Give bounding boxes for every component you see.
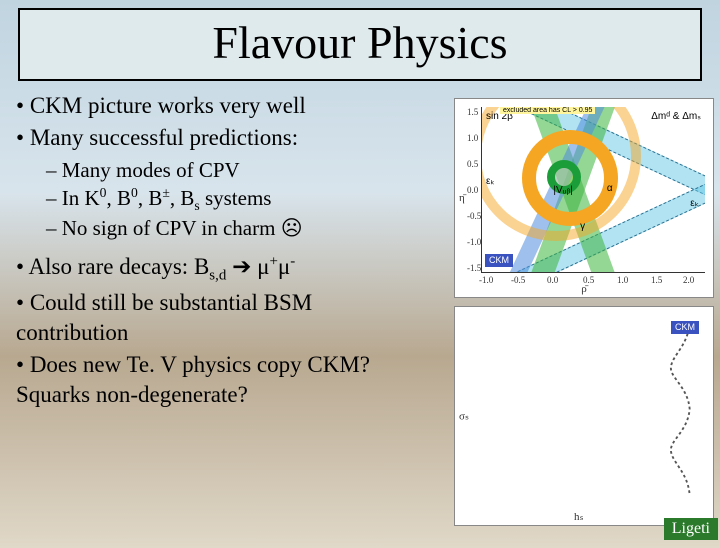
hs-sigma-contour-plot: CKM hₛ σₛ — [454, 306, 714, 526]
sub-2: In K0, B0, B±, Bs systems — [46, 184, 414, 215]
fig1-xlabel: ρ̄ — [581, 283, 587, 295]
fig1-ylabel: η̄ — [459, 192, 465, 204]
page-title: Flavour Physics — [20, 16, 700, 69]
side-likelihood-curve — [643, 323, 699, 495]
fig1-label-alpha: α — [607, 183, 613, 194]
title-box: Flavour Physics — [18, 8, 702, 81]
bullet-5: Does new Te. V physics copy CKM? Squarks… — [16, 350, 414, 410]
fig1-plot-area: sin 2β Δmᵈ & Δmₛ εₖ εₖ |Vᵤᵦ| α γ exclude… — [481, 107, 705, 273]
bullet-1: CKM picture works very well — [16, 91, 414, 121]
bullet-list: CKM picture works very well Many success… — [16, 91, 414, 153]
sub-3: No sign of CPV in charm ☹ — [46, 215, 414, 242]
fig2-ylabel: σₛ — [459, 410, 469, 423]
fig1-label-dm: Δmᵈ & Δmₛ — [651, 111, 701, 122]
slide-content: CKM picture works very well Many success… — [0, 91, 430, 410]
fig1-label-ek1: εₖ — [486, 176, 495, 187]
fig1-label-ek2: εₖ — [690, 198, 699, 209]
fig2-plot-area: CKM — [479, 317, 703, 501]
bullet-list-2: Also rare decays: Bs,d ➔ μ+μ- Could stil… — [16, 252, 414, 410]
figure-stack: sin 2β Δmᵈ & Δmₛ εₖ εₖ |Vᵤᵦ| α γ exclude… — [454, 98, 714, 526]
fig2-xlabel: hₛ — [574, 510, 584, 523]
bullet-2: Many successful predictions: — [16, 123, 414, 153]
fig1-label-gamma: γ — [580, 221, 585, 232]
fig1-label-vub: |Vᵤᵦ| — [553, 185, 573, 196]
credit-badge: Ligeti — [664, 518, 718, 540]
rainbow-contour — [479, 332, 640, 501]
fig1-ckm-stamp: CKM — [485, 254, 513, 267]
bullet-3: Also rare decays: Bs,d ➔ μ+μ- — [16, 252, 414, 286]
sub-1: Many modes of CPV — [46, 157, 414, 184]
fig2-ckm-stamp: CKM — [671, 321, 699, 334]
fig1-excluded-label: excluded area has CL > 0.95 — [500, 107, 595, 114]
bullet-4: Could still be substantial BSM contribut… — [16, 288, 414, 348]
sub-bullet-list: Many modes of CPV In K0, B0, B±, Bs syst… — [16, 157, 414, 243]
ckm-unitarity-triangle-plot: sin 2β Δmᵈ & Δmₛ εₖ εₖ |Vᵤᵦ| α γ exclude… — [454, 98, 714, 298]
